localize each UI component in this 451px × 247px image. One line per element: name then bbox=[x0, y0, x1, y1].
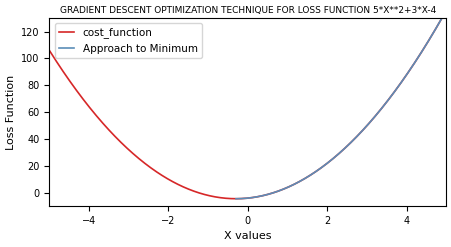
Approach to Minimum bbox=[365, 123, 370, 125]
cost_function bbox=[233, 197, 239, 200]
Approach to Minimum bbox=[233, 197, 238, 200]
cost_function bbox=[345, 143, 351, 146]
Approach to Minimum bbox=[386, 98, 391, 101]
Approach to Minimum bbox=[258, 194, 263, 197]
Line: cost_function: cost_function bbox=[49, 10, 446, 199]
cost_function bbox=[117, 140, 122, 143]
Approach to Minimum bbox=[443, 9, 448, 12]
Approach to Minimum bbox=[384, 99, 390, 102]
Approach to Minimum bbox=[301, 177, 307, 180]
cost_function bbox=[148, 167, 154, 170]
cost_function bbox=[443, 9, 448, 12]
Line: Approach to Minimum: Approach to Minimum bbox=[235, 10, 446, 199]
cost_function bbox=[281, 187, 286, 190]
Title: GRADIENT DESCENT OPTIMIZATION TECHNIQUE FOR LOSS FUNCTION 5*X**2+3*X-4: GRADIENT DESCENT OPTIMIZATION TECHNIQUE … bbox=[60, 5, 435, 15]
cost_function bbox=[226, 197, 231, 200]
cost_function bbox=[46, 49, 52, 52]
cost_function bbox=[312, 170, 317, 173]
Approach to Minimum bbox=[316, 168, 321, 171]
Y-axis label: Loss Function: Loss Function bbox=[5, 75, 15, 150]
X-axis label: X values: X values bbox=[224, 231, 271, 242]
Legend: cost_function, Approach to Minimum: cost_function, Approach to Minimum bbox=[55, 23, 202, 58]
